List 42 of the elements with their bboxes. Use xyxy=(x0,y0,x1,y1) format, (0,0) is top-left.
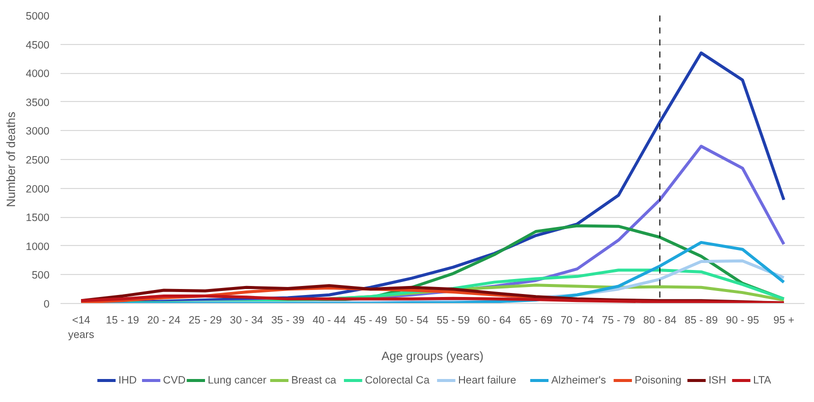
legend-label: IHD xyxy=(118,374,138,386)
y-axis-title: Number of deaths xyxy=(4,112,18,208)
y-tick-label: 4000 xyxy=(26,68,50,80)
y-tick-label: 500 xyxy=(32,270,50,282)
y-tick-label: 3500 xyxy=(26,96,50,109)
y-tick-label: 2500 xyxy=(26,154,50,166)
legend-label: Poisoning xyxy=(634,374,682,386)
y-tick-label: 5000 xyxy=(26,10,50,22)
legend-label: CVD xyxy=(163,374,186,386)
x-tick-label: 90 - 95 xyxy=(726,314,760,326)
x-axis-title: Age groups (years) xyxy=(381,348,484,363)
x-tick-label: 85 - 89 xyxy=(684,314,718,326)
x-tick-label: 15 - 19 xyxy=(106,314,140,326)
x-tick-label: 75 - 79 xyxy=(602,314,636,326)
y-tick-label: 0 xyxy=(44,298,50,310)
y-tick-label: 1000 xyxy=(26,240,50,253)
x-tick-label: 20 - 24 xyxy=(147,314,180,326)
x-tick-label: 40 - 44 xyxy=(312,314,346,326)
line-series xyxy=(80,294,786,304)
y-tick-label: 4500 xyxy=(26,39,50,52)
legend-label: Breast ca xyxy=(291,374,336,386)
x-tick-label: 60 - 64 xyxy=(478,314,512,326)
y-tick-label: 3000 xyxy=(26,126,50,138)
x-tick-label: 70 - 74 xyxy=(560,314,594,326)
x-tick-label: 30 - 34 xyxy=(230,314,264,326)
x-tick-label: 45 - 49 xyxy=(354,314,388,326)
x-tick-label: 80 - 84 xyxy=(643,314,676,326)
y-tick-label: 1500 xyxy=(26,212,50,224)
legend-label: Lung cancer xyxy=(208,374,267,386)
x-tick-label: 50 - 54 xyxy=(395,314,428,326)
x-tick-label: 25 - 29 xyxy=(188,314,222,326)
legend-label: Heart failure xyxy=(458,374,516,386)
legend-label: LTA xyxy=(753,374,772,386)
x-tick-label: 55 - 59 xyxy=(436,314,470,326)
x-tick-label: 65 - 69 xyxy=(519,314,552,326)
x-tick-label: 35 - 39 xyxy=(271,314,304,326)
y-tick-label: 2000 xyxy=(26,183,50,196)
x-tick-label: <14 years xyxy=(68,314,94,341)
x-tick-label: 95 + xyxy=(773,314,794,326)
legend-label: Colorectal Ca xyxy=(364,374,430,386)
legend-label: Alzheimer's xyxy=(551,374,606,386)
legend-label: ISH xyxy=(708,374,726,386)
